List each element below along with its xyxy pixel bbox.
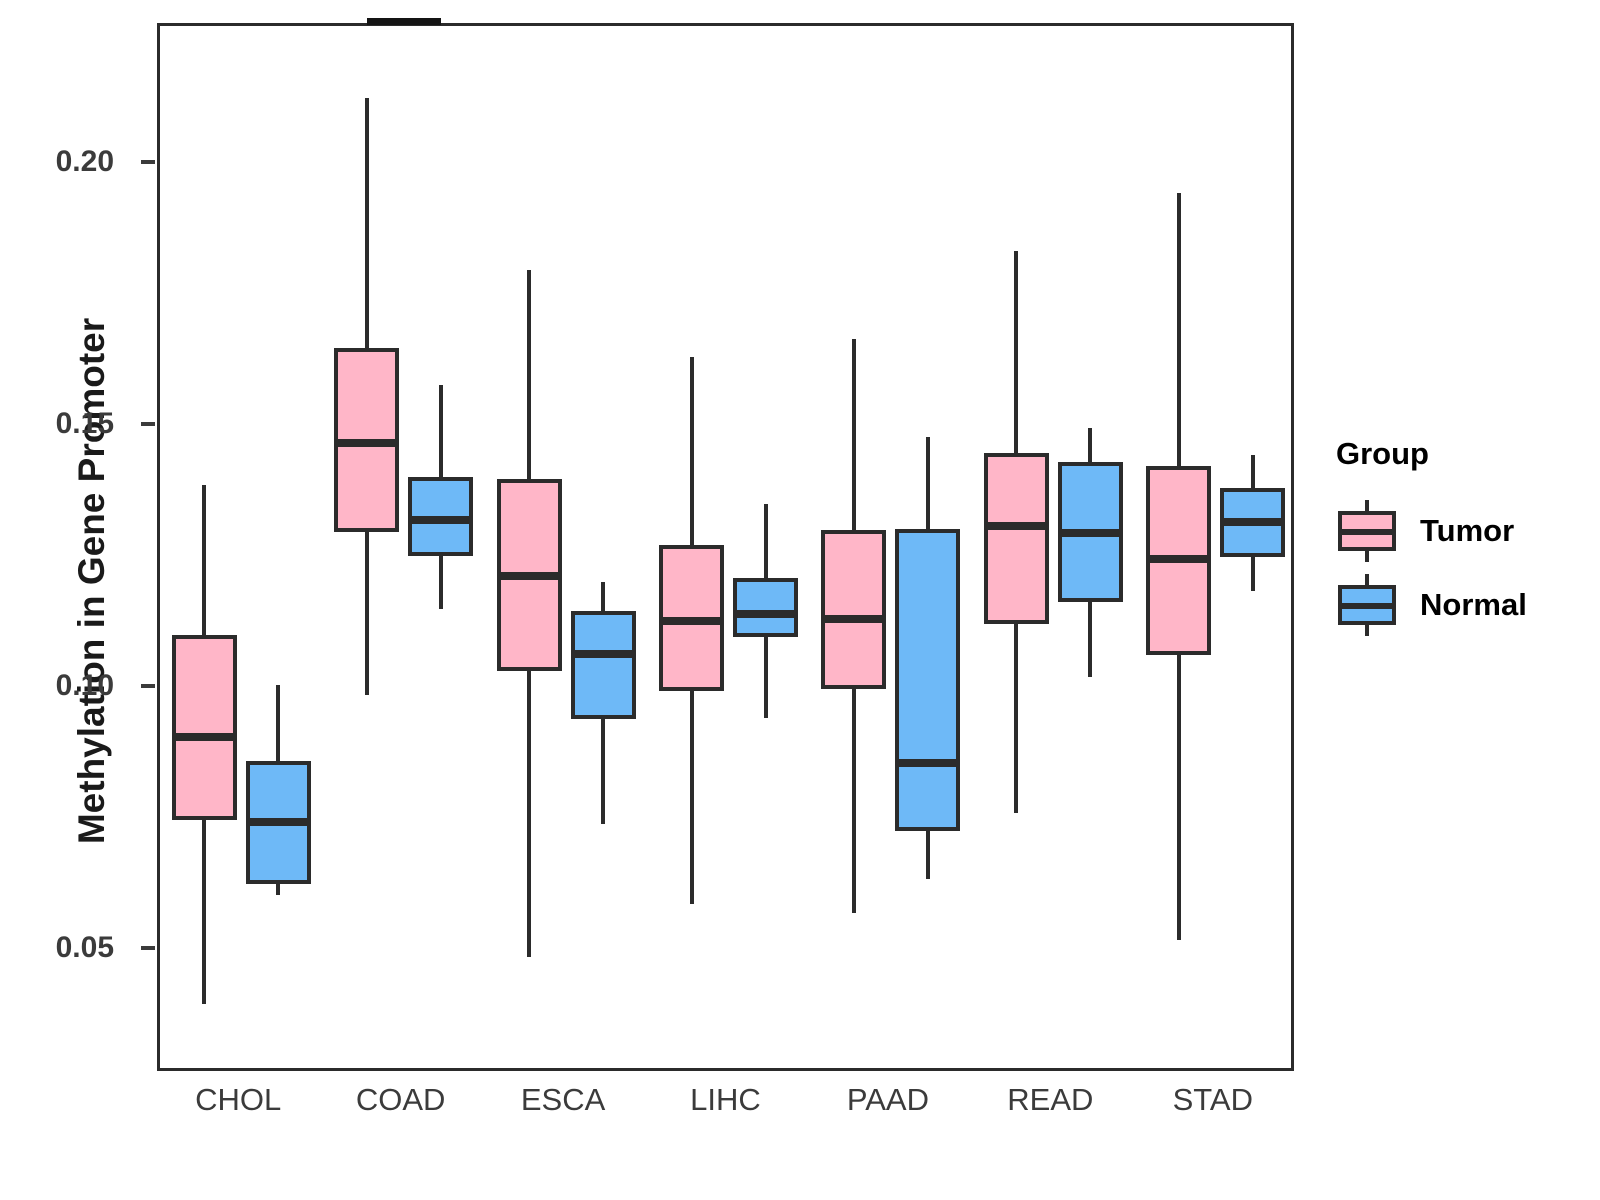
median-line — [821, 614, 887, 623]
y-tick-label: 0.10 — [55, 668, 114, 702]
boxplot-layer — [160, 26, 1291, 1068]
significance-annotation-layer: *** — [160, 0, 1291, 1068]
legend-label: Normal — [1420, 587, 1527, 622]
x-tick-label-stad: STAD — [1172, 1082, 1253, 1117]
x-tick-label-coad: COAD — [355, 1082, 446, 1117]
legend-key-median — [1338, 603, 1396, 609]
legend-key-icon — [1336, 500, 1398, 562]
significance-bracket — [366, 18, 441, 26]
legend-title: Group — [1336, 436, 1429, 471]
y-tick-label: 0.05 — [55, 930, 114, 964]
box-rect — [821, 530, 887, 689]
median-line — [408, 516, 474, 525]
box-rect — [171, 635, 237, 820]
x-tick-label-esca: ESCA — [520, 1082, 606, 1117]
median-line — [733, 610, 798, 619]
y-axis-tick-labels: 0.05 0.10 0.15 0.20 — [0, 0, 155, 1200]
median-line — [1220, 518, 1286, 527]
box-rect — [733, 578, 798, 637]
median-line — [245, 818, 311, 827]
box-rect — [983, 453, 1049, 625]
significance-stars: *** — [378, 0, 428, 11]
median-line — [659, 617, 724, 626]
legend-entries: Tumor Normal — [1336, 494, 1586, 642]
median-line — [895, 758, 961, 767]
x-tick-label-chol: CHOL — [195, 1082, 282, 1117]
box-rect — [570, 610, 636, 719]
legend: Group Tumor Normal — [1336, 436, 1586, 642]
x-tick-label-lihc: LIHC — [690, 1082, 761, 1117]
legend-entry-tumor[interactable]: Tumor — [1336, 494, 1586, 568]
legend-key-median — [1338, 529, 1396, 535]
plot-panel: *** — [157, 0, 1294, 1071]
legend-entry-normal[interactable]: Normal — [1336, 568, 1586, 642]
median-line — [570, 650, 636, 659]
y-tick-mark — [141, 159, 155, 164]
y-tick-label: 0.20 — [55, 144, 114, 178]
median-line — [171, 733, 237, 742]
legend-label: Tumor — [1420, 513, 1515, 548]
x-tick-label-read: READ — [1007, 1082, 1094, 1117]
median-line — [334, 438, 400, 447]
median-line — [496, 572, 562, 581]
x-tick-label-paad: PAAD — [846, 1082, 929, 1117]
y-tick-label: 0.15 — [55, 406, 114, 440]
median-line — [983, 521, 1049, 530]
median-line — [1146, 555, 1212, 564]
median-line — [1057, 529, 1123, 538]
y-tick-mark — [141, 683, 155, 688]
legend-key-icon — [1336, 574, 1398, 636]
y-tick-mark — [141, 421, 155, 426]
y-tick-mark — [141, 945, 155, 950]
box-rect — [895, 529, 961, 832]
